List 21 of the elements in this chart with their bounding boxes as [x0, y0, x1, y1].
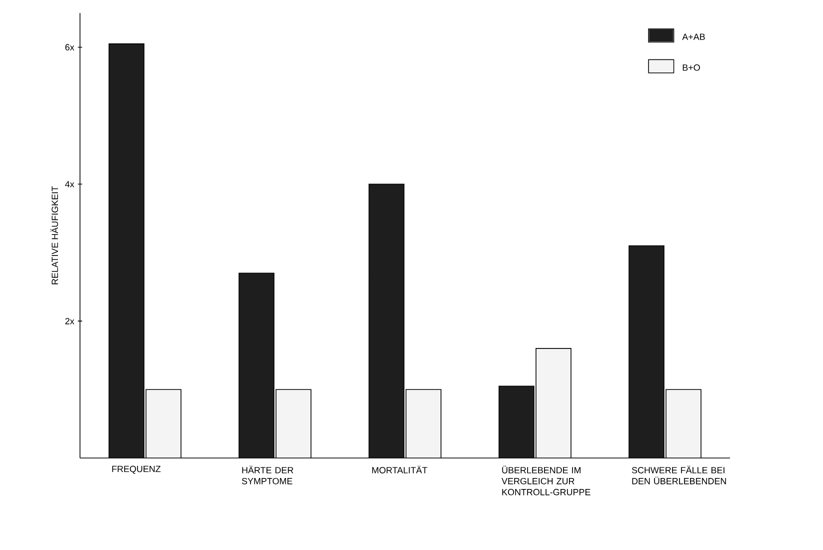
bar	[276, 390, 312, 458]
bar	[239, 273, 274, 458]
x-tick-label: ÜBERLEBENDE IM VERGLEICH ZUR KONTROLL-GRUPPE	[502, 466, 590, 496]
bar	[109, 44, 144, 458]
bar	[666, 389, 702, 458]
bar	[406, 390, 442, 458]
bar	[499, 386, 534, 458]
x-tick-label: SCHWERE FÄLLE BEI DEN ÜBERLEBENDEN	[632, 466, 726, 484]
x-tick-label: HÄRTE DER SYMPTOME	[242, 466, 294, 484]
bar	[628, 245, 664, 458]
y-tick-label: 2x	[65, 318, 74, 324]
y-axis-title: RELATIVE HÄUFIGKEIT	[50, 186, 58, 284]
legend-label: A+AB	[682, 34, 705, 40]
bar	[536, 348, 572, 458]
bar	[146, 390, 182, 458]
y-tick-label: 4x	[65, 181, 74, 188]
x-tick-label: FREQUENZ	[112, 466, 161, 474]
x-tick-label: MORTALITÄT	[372, 466, 428, 474]
bar	[369, 184, 404, 458]
y-tick-label: 6x	[65, 44, 74, 50]
legend-label: B+O	[682, 64, 700, 71]
